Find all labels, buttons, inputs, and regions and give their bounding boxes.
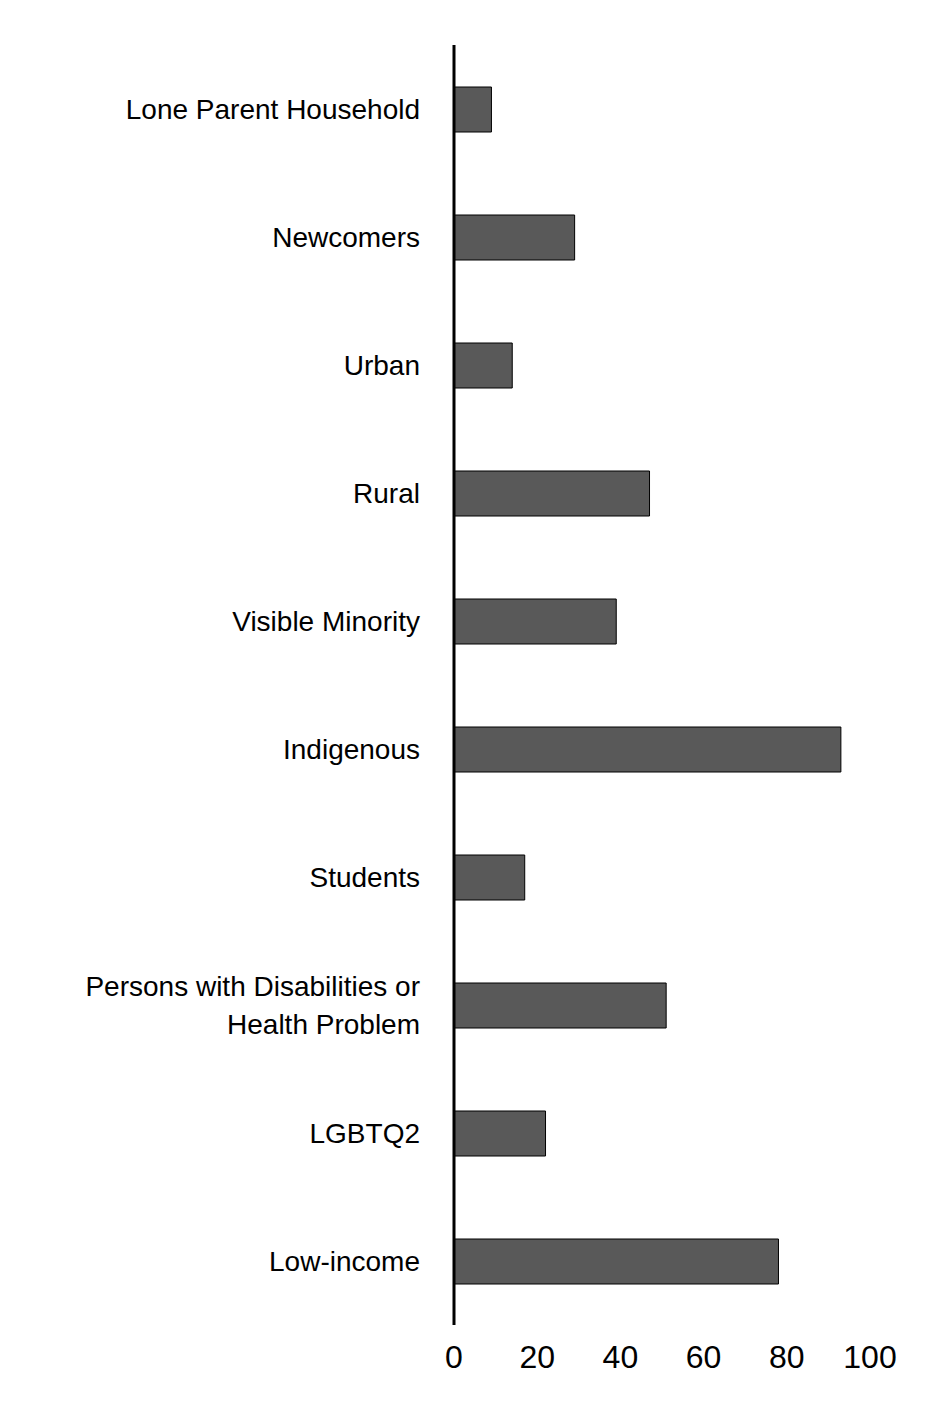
svg-text:Indigenous: Indigenous [283,734,420,765]
svg-text:20: 20 [519,1339,555,1375]
svg-text:Persons with Disabilities orHe: Persons with Disabilities orHealth Probl… [85,971,420,1040]
svg-text:Lone Parent Household: Lone Parent Household [126,94,420,125]
svg-text:Low-income: Low-income [269,1246,420,1277]
svg-text:Rural: Rural [353,478,420,509]
svg-text:100: 100 [843,1339,896,1375]
svg-text:80: 80 [769,1339,805,1375]
svg-text:LGBTQ2: LGBTQ2 [310,1118,420,1149]
svg-text:Urban: Urban [344,350,420,381]
svg-text:Students: Students [309,862,420,893]
svg-text:Visible Minority: Visible Minority [232,606,420,637]
svg-text:40: 40 [603,1339,639,1375]
svg-text:Newcomers: Newcomers [272,222,420,253]
svg-text:60: 60 [686,1339,722,1375]
svg-text:0: 0 [445,1339,463,1375]
